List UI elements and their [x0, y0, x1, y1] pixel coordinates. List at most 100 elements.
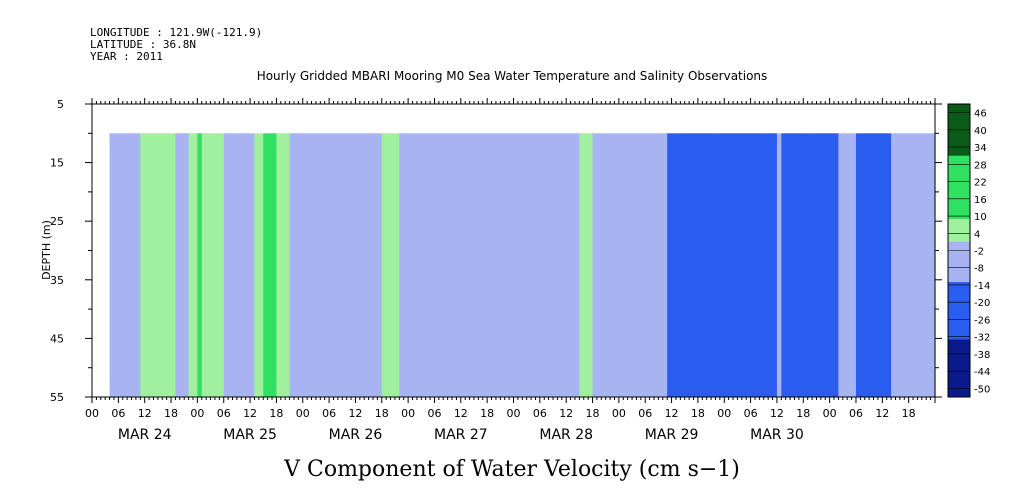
heatmap-cell — [724, 133, 730, 398]
colorbar-swatch — [948, 241, 970, 249]
x-tick-label: 00 — [190, 407, 204, 420]
day-label: MAR 24 — [118, 427, 172, 443]
colorbar-label: -20 — [974, 298, 990, 309]
heatmap-cell — [825, 133, 831, 398]
heatmap-cell — [267, 133, 273, 398]
heatmap-cell — [289, 133, 295, 398]
heatmap-cell — [469, 133, 475, 398]
heatmap-cell — [807, 133, 813, 398]
heatmap-cell — [588, 133, 594, 398]
heatmap-cell — [298, 133, 304, 398]
heatmap-cell — [596, 133, 602, 398]
x-tick-label: 06 — [744, 407, 758, 420]
heatmap-cell — [522, 133, 528, 398]
heatmap-cell — [386, 133, 392, 398]
heatmap-cell — [487, 133, 493, 398]
x-tick-label: 12 — [559, 407, 573, 420]
heatmap-cell — [175, 133, 181, 398]
heatmap-cell — [838, 133, 844, 398]
heatmap-cell — [781, 133, 787, 398]
x-tick-label: 12 — [665, 407, 679, 420]
heatmap-cell — [926, 133, 932, 398]
x-tick-label: 12 — [348, 407, 362, 420]
x-tick-label: 18 — [480, 407, 494, 420]
chart-title: Hourly Gridded MBARI Mooring M0 Sea Wate… — [257, 69, 768, 83]
x-tick-label: 06 — [638, 407, 652, 420]
y-tick-label: 35 — [50, 274, 64, 287]
heatmap-cell — [254, 133, 260, 398]
heatmap-cell — [197, 133, 203, 398]
colorbar-label: 16 — [974, 195, 987, 206]
colorbar-swatch — [948, 132, 970, 139]
x-tick-label: 12 — [138, 407, 152, 420]
heatmap-cell — [109, 133, 115, 398]
heatmap-cell — [882, 133, 888, 398]
heatmap-cell — [377, 133, 383, 398]
colorbar-swatch — [948, 305, 970, 312]
heatmap-cell — [438, 133, 444, 398]
heatmap-cell — [561, 133, 567, 398]
heatmap-cell — [776, 133, 782, 398]
colorbar-swatch — [948, 339, 970, 346]
x-tick-label: 06 — [322, 407, 336, 420]
heatmap-cell — [535, 133, 541, 398]
heatmap-cell — [566, 133, 572, 398]
heatmap-cell — [118, 133, 124, 398]
heatmap-cell — [135, 133, 141, 398]
colorbar-label: 22 — [974, 178, 987, 189]
heatmap-cell — [421, 133, 427, 398]
colorbar-swatch — [948, 201, 970, 208]
x-tick-label: 18 — [586, 407, 600, 420]
day-label: MAR 26 — [329, 427, 383, 443]
heatmap-cell — [346, 133, 352, 398]
heatmap-cell — [680, 133, 686, 398]
heatmap-cell — [131, 133, 137, 398]
x-tick-label: 00 — [401, 407, 415, 420]
colorbar-swatch — [948, 356, 970, 363]
axes: 00 06 12 18 00 06 12 18 00 06 12 18 00 06 12 18 00 06 12 18… — [50, 98, 942, 443]
colorbar-swatch — [948, 270, 970, 277]
colorbar-swatch — [948, 121, 970, 128]
heatmap-cell — [412, 133, 418, 398]
x-tick-label: 06 — [849, 407, 863, 420]
day-label: MAR 25 — [223, 427, 277, 443]
colorbar-label: 46 — [974, 109, 987, 120]
heatmap-cell — [886, 133, 892, 398]
heatmap-cell — [223, 133, 229, 398]
heatmap-cell — [403, 133, 409, 398]
heatmap-cell — [157, 133, 163, 398]
x-tick-label: 18 — [902, 407, 916, 420]
heatmap-cell — [711, 133, 717, 398]
heatmap-cell — [610, 133, 616, 398]
colorbar-label: -8 — [974, 264, 984, 275]
x-tick-label: 12 — [875, 407, 889, 420]
heatmap-cell — [899, 133, 905, 398]
heatmap-cell — [241, 133, 247, 398]
heatmap-cell — [351, 133, 357, 398]
heatmap-cell — [829, 133, 835, 398]
x-tick-label: 00 — [296, 407, 310, 420]
heatmap-cell — [214, 133, 220, 398]
colorbar-label: -38 — [974, 350, 990, 361]
heatmap-cell — [517, 133, 523, 398]
heatmap-cell — [127, 133, 133, 398]
x-tick-label: 06 — [111, 407, 125, 420]
heatmap-cell — [627, 133, 633, 398]
heatmap-cell — [790, 133, 796, 398]
heatmap-cell — [390, 133, 396, 398]
heatmap-cell — [333, 133, 339, 398]
heatmap-cell — [855, 133, 861, 398]
heatmap-cell — [460, 133, 466, 398]
heatmap-cell — [763, 133, 769, 398]
colorbar-swatch — [948, 207, 970, 214]
heatmap-cell — [359, 133, 365, 398]
colorbar-swatch — [948, 253, 970, 260]
colorbar-label: 34 — [974, 143, 987, 154]
colorbar-swatch — [948, 149, 970, 157]
heatmap-cell — [671, 133, 677, 398]
y-tick-label: 45 — [50, 332, 64, 345]
x-tick-label: 18 — [375, 407, 389, 420]
heatmap-cell — [557, 133, 563, 398]
heatmap-cell — [869, 133, 875, 398]
